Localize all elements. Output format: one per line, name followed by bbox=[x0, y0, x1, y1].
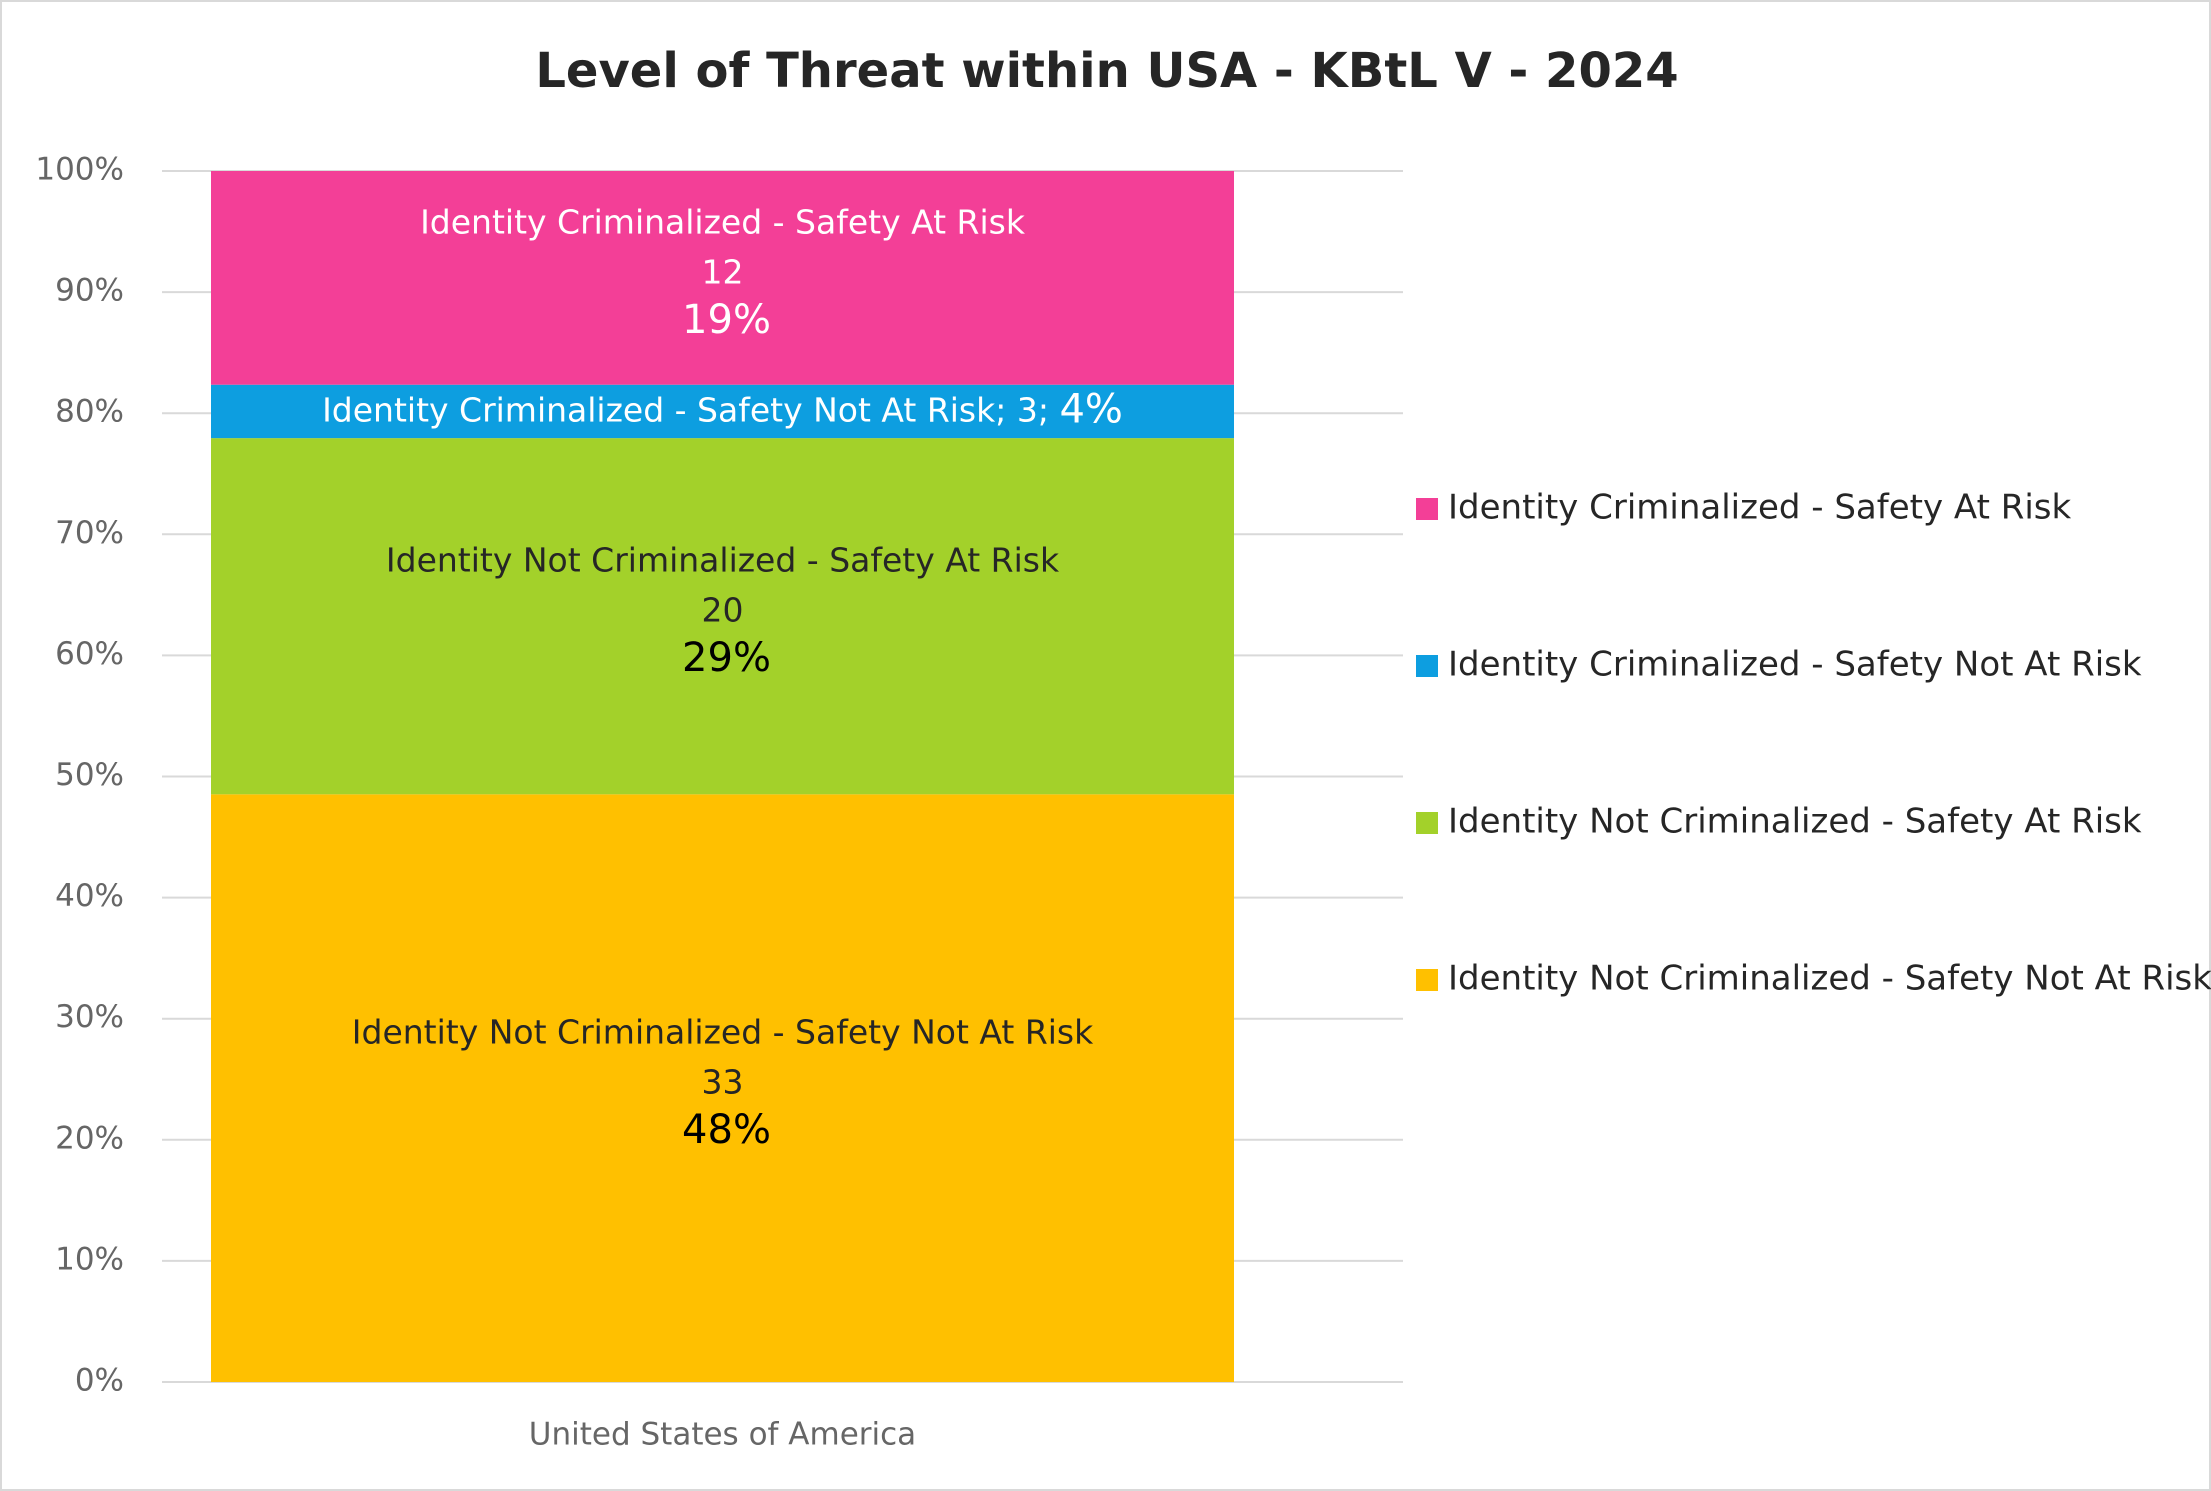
legend-swatch bbox=[1416, 812, 1438, 834]
data-label-value: 3 bbox=[1017, 390, 1038, 429]
legend-label: Identity Criminalized - Safety Not At Ri… bbox=[1448, 645, 2142, 685]
data-label-percent: 29% bbox=[682, 635, 771, 681]
bar-segment bbox=[211, 438, 1234, 795]
legend-swatch bbox=[1416, 969, 1438, 991]
legend-swatch bbox=[1416, 498, 1438, 520]
y-tick-label: 0% bbox=[75, 1363, 124, 1399]
data-label: Identity Criminalized - Safety Not At Ri… bbox=[322, 386, 1123, 432]
legend-label: Identity Not Criminalized - Safety At Ri… bbox=[1448, 802, 2142, 842]
data-label-name: Identity Criminalized - Safety At Risk bbox=[420, 202, 1026, 241]
y-tick-label: 40% bbox=[55, 878, 124, 914]
data-label-separator: ; bbox=[995, 390, 1017, 429]
legend-swatch bbox=[1416, 655, 1438, 677]
y-tick-label: 80% bbox=[55, 394, 124, 430]
data-label-name: Identity Not Criminalized - Safety At Ri… bbox=[386, 541, 1060, 580]
data-label-percent: 4% bbox=[1059, 386, 1122, 432]
y-tick-label: 60% bbox=[55, 636, 124, 672]
data-label-value: 33 bbox=[702, 1063, 744, 1102]
bar-segment bbox=[211, 384, 1234, 439]
legend-label: Identity Not Criminalized - Safety Not A… bbox=[1448, 959, 2211, 999]
y-tick-label: 100% bbox=[35, 152, 124, 188]
x-tick-label: United States of America bbox=[529, 1417, 916, 1453]
chart-title: Level of Threat within USA - KBtL V - 20… bbox=[535, 43, 1678, 99]
data-label-name: Identity Criminalized - Safety Not At Ri… bbox=[322, 390, 996, 429]
data-label-percent: 19% bbox=[682, 297, 771, 343]
y-tick-label: 20% bbox=[55, 1120, 124, 1156]
bar-segment bbox=[211, 794, 1234, 1382]
y-tick-label: 10% bbox=[55, 1241, 124, 1277]
data-label-name: Identity Not Criminalized - Safety Not A… bbox=[352, 1013, 1094, 1052]
data-label-separator: ; bbox=[1038, 390, 1060, 429]
y-tick-label: 90% bbox=[55, 273, 124, 309]
legend-label: Identity Criminalized - Safety At Risk bbox=[1448, 488, 2072, 528]
data-label-value: 20 bbox=[702, 591, 744, 630]
y-tick-label: 30% bbox=[55, 999, 124, 1035]
y-tick-label: 70% bbox=[55, 515, 124, 551]
y-tick-label: 50% bbox=[55, 757, 124, 793]
data-label-value: 12 bbox=[702, 252, 744, 291]
data-label-percent: 48% bbox=[682, 1107, 771, 1153]
bar-segment bbox=[211, 171, 1234, 385]
